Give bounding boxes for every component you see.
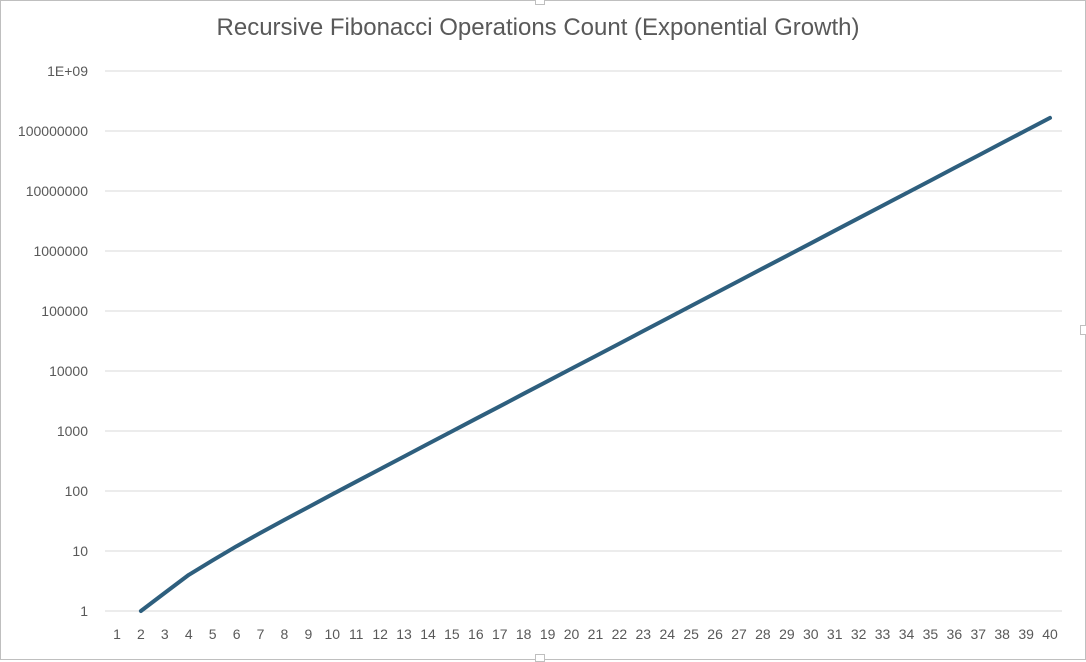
x-tick-label: 34 [899, 626, 915, 642]
x-tick-label: 5 [209, 626, 217, 642]
x-tick-label: 25 [683, 626, 699, 642]
x-tick-label: 30 [803, 626, 819, 642]
y-tick-label: 1000 [57, 423, 88, 439]
x-tick-label: 31 [827, 626, 843, 642]
x-tick-label: 40 [1042, 626, 1058, 642]
x-tick-label: 9 [304, 626, 312, 642]
x-tick-label: 4 [185, 626, 193, 642]
x-tick-label: 39 [1018, 626, 1034, 642]
y-tick-label: 10000000 [26, 183, 89, 199]
y-tick-label: 100000000 [18, 123, 88, 139]
x-tick-label: 11 [349, 626, 364, 642]
x-tick-label: 26 [707, 626, 723, 642]
y-tick-label: 10 [72, 543, 88, 559]
y-tick-label: 1000000 [33, 243, 88, 259]
x-tick-label: 17 [492, 626, 508, 642]
x-tick-label: 18 [516, 626, 532, 642]
x-tick-label: 20 [564, 626, 580, 642]
x-tick-label: 7 [257, 626, 265, 642]
x-tick-label: 35 [923, 626, 939, 642]
y-tick-label: 1E+09 [47, 63, 88, 79]
x-tick-label: 21 [588, 626, 604, 642]
y-tick-label: 100000 [41, 303, 88, 319]
x-tick-label: 15 [444, 626, 460, 642]
resize-handle-bottom[interactable] [535, 654, 545, 662]
x-tick-label: 10 [324, 626, 340, 642]
x-tick-label: 19 [540, 626, 556, 642]
chart-title: Recursive Fibonacci Operations Count (Ex… [216, 14, 860, 41]
x-tick-label: 32 [851, 626, 867, 642]
x-tick-label: 3 [161, 626, 169, 642]
x-tick-label: 8 [281, 626, 289, 642]
x-tick-label: 2 [137, 626, 145, 642]
x-tick-label: 12 [372, 626, 388, 642]
x-tick-label: 6 [233, 626, 241, 642]
x-tick-label: 22 [612, 626, 628, 642]
x-tick-label: 28 [755, 626, 771, 642]
x-tick-label: 37 [970, 626, 986, 642]
x-tick-label: 13 [396, 626, 412, 642]
resize-handle-top[interactable] [535, 0, 545, 5]
x-tick-label: 24 [659, 626, 675, 642]
x-tick-label: 27 [731, 626, 747, 642]
x-tick-label: 33 [875, 626, 891, 642]
resize-handle-right[interactable] [1080, 325, 1086, 335]
y-tick-label: 1 [80, 603, 88, 619]
x-tick-label: 36 [947, 626, 963, 642]
x-tick-label: 29 [779, 626, 795, 642]
x-tick-label: 16 [468, 626, 484, 642]
x-tick-label: 23 [636, 626, 652, 642]
y-tick-label: 10000 [49, 363, 88, 379]
x-tick-label: 1 [113, 626, 121, 642]
series-line [138, 115, 1052, 613]
x-tick-label: 14 [420, 626, 436, 642]
y-tick-label: 100 [65, 483, 89, 499]
x-tick-label: 38 [994, 626, 1010, 642]
